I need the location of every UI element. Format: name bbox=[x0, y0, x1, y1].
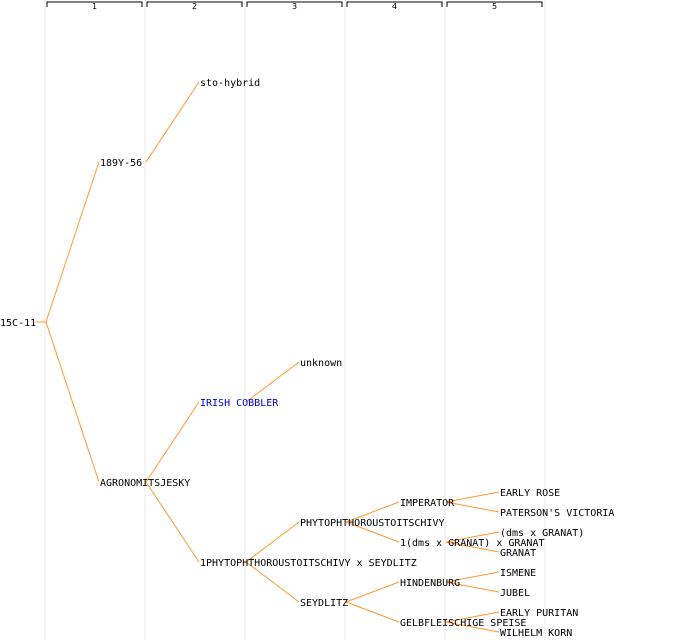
variety-label: PATERSON'S VICTORIA bbox=[500, 508, 614, 519]
edge-n10-n16 bbox=[445, 541, 500, 553]
generation-bracket bbox=[446, 1, 543, 7]
generation-bracket bbox=[46, 1, 143, 7]
variety-label: EARLY PURITAN bbox=[500, 608, 578, 619]
variety-label: GELBFLEISCHIGE SPEISE bbox=[400, 618, 526, 629]
variety-label: sto-hybrid bbox=[200, 78, 260, 89]
edge-n7-n9 bbox=[345, 501, 400, 523]
variety-label: EARLY ROSE bbox=[500, 488, 560, 499]
variety-label: 189Y-56 bbox=[100, 158, 142, 169]
edge-root-n2 bbox=[45, 321, 100, 483]
edge-n11-n17 bbox=[445, 571, 500, 583]
edge-root-n1 bbox=[45, 161, 100, 323]
variety-label: WILHELM KORN bbox=[500, 628, 572, 639]
edge-n9-n13 bbox=[445, 491, 500, 503]
edge-n8-n12 bbox=[345, 601, 400, 623]
edge-n5-n8 bbox=[245, 561, 300, 603]
edge-n5-n7 bbox=[245, 521, 300, 563]
edge-n7-n10 bbox=[345, 521, 400, 543]
generation-header: 1 2 3 4 5 bbox=[46, 1, 543, 11]
variety-label: AGRONOMITSJESKY bbox=[100, 478, 190, 489]
variety-label: (dms x GRANAT) bbox=[500, 528, 584, 539]
tree-labels: 15C-11 189Y-56 AGRONOMITSJESKY sto-hybrid IR… bbox=[0, 78, 614, 639]
variety-link[interactable]: IRISH COBBLER bbox=[200, 398, 279, 409]
generation-bracket bbox=[146, 1, 243, 7]
variety-label: unknown bbox=[300, 358, 342, 369]
variety-label: 15C-11 bbox=[0, 318, 36, 329]
generation-bracket bbox=[346, 1, 443, 7]
edge-n12-n19 bbox=[445, 611, 500, 623]
variety-label: PHYTOPHTHOROUSTOITSCHIVY bbox=[300, 518, 445, 529]
edge-n1-n3 bbox=[145, 81, 200, 163]
edge-n2-n4 bbox=[145, 401, 200, 483]
generation-number: 5 bbox=[492, 2, 497, 11]
generation-number: 1 bbox=[92, 2, 97, 11]
edge-n10-n15 bbox=[445, 531, 500, 543]
edge-n8-n11 bbox=[345, 581, 400, 603]
generation-columns bbox=[44, 0, 546, 640]
variety-label: 1(dms x GRANAT) x GRANAT bbox=[400, 538, 545, 549]
edge-n12-n20 bbox=[445, 621, 500, 633]
variety-label: IMPERATOR bbox=[400, 498, 455, 509]
tree-edges bbox=[36, 81, 500, 633]
generation-number: 2 bbox=[192, 2, 197, 11]
variety-label: HINDENBURG bbox=[400, 578, 460, 589]
variety-label: ISMENE bbox=[500, 568, 536, 579]
variety-label: GRANAT bbox=[500, 548, 536, 559]
edge-n11-n18 bbox=[445, 581, 500, 593]
variety-label: JUBEL bbox=[500, 588, 530, 599]
generation-number: 4 bbox=[392, 2, 397, 11]
variety-label: SEYDLITZ bbox=[300, 598, 348, 609]
generation-bracket bbox=[246, 1, 343, 7]
edge-n4-n6 bbox=[245, 361, 300, 403]
edge-n2-n5 bbox=[145, 481, 200, 563]
variety-label: 1PHYTOPHTHOROUSTOITSCHIVY x SEYDLITZ bbox=[200, 558, 417, 569]
generation-number: 3 bbox=[292, 2, 297, 11]
edge-n9-n14 bbox=[445, 501, 500, 513]
